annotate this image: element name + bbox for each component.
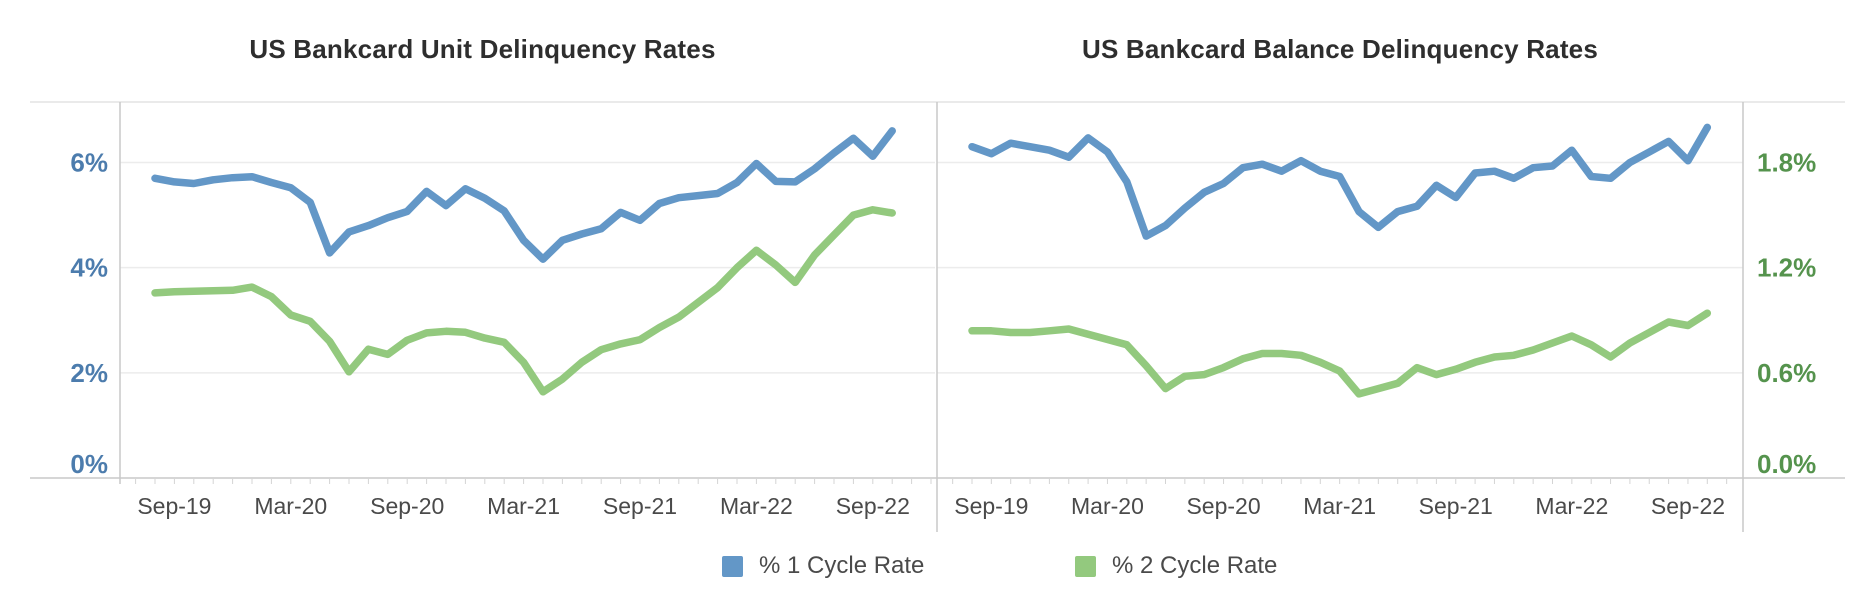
- x-tick-label: Mar-21: [487, 493, 560, 519]
- legend-label-1-cycle: % 1 Cycle Rate: [759, 552, 925, 579]
- x-tick-label: Mar-20: [1071, 493, 1144, 519]
- y-tick-label: 0.6%: [1757, 358, 1816, 388]
- x-tick-label: Sep-20: [1186, 493, 1260, 519]
- y-tick-label: 0%: [70, 449, 108, 479]
- legend-item-2-cycle-rate[interactable]: % 2 Cycle Rate: [1075, 552, 1278, 579]
- y-tick-label: 0.0%: [1757, 449, 1816, 479]
- legend-swatch-2-cycle-icon: [1075, 555, 1096, 577]
- series-line-2-cycle: [151, 206, 896, 396]
- x-tick-label: Sep-19: [137, 493, 211, 519]
- x-tick-label: Mar-20: [254, 493, 327, 519]
- x-tick-label: Mar-22: [720, 493, 793, 519]
- y-tick-label: 4%: [70, 253, 108, 283]
- x-tick-label: Sep-21: [603, 493, 677, 519]
- y-tick-label: 1.8%: [1757, 147, 1816, 177]
- legend-item-1-cycle-rate[interactable]: % 1 Cycle Rate: [722, 552, 925, 579]
- x-tick-label: Sep-20: [370, 493, 444, 519]
- legend-label-2-cycle: % 2 Cycle Rate: [1112, 552, 1278, 579]
- x-tick-label: Sep-21: [1419, 493, 1493, 519]
- legend-swatch-1-cycle-icon: [722, 555, 743, 577]
- chart-title-balance-delinquency: US Bankcard Balance Delinquency Rates: [1081, 34, 1599, 64]
- chart-title-unit-delinquency: US Bankcard Unit Delinquency Rates: [249, 34, 716, 64]
- x-tick-label: Sep-22: [1651, 493, 1725, 519]
- series-line-1-cycle: [968, 123, 1712, 240]
- y-tick-label: 1.2%: [1757, 253, 1816, 283]
- y-tick-label: 2%: [70, 358, 108, 388]
- x-tick-label: Sep-22: [836, 493, 910, 519]
- x-tick-label: Sep-19: [954, 493, 1028, 519]
- x-tick-label: Mar-21: [1303, 493, 1376, 519]
- x-tick-label: Mar-22: [1535, 493, 1608, 519]
- series-line-1-cycle: [151, 127, 896, 263]
- series-line-2-cycle: [968, 309, 1712, 398]
- y-tick-label: 6%: [70, 147, 108, 177]
